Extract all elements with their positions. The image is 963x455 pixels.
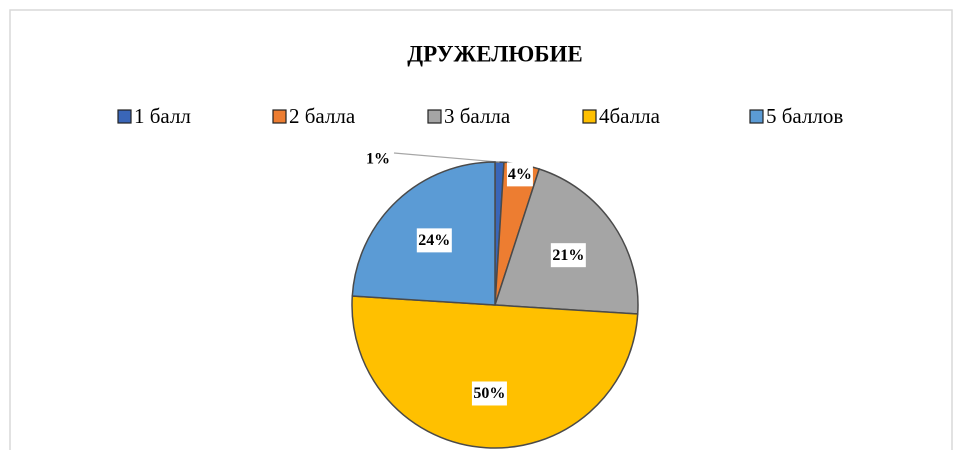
leader-line: [393, 152, 500, 163]
legend-swatch: [117, 109, 132, 124]
legend-label: 4балла: [599, 104, 661, 128]
legend-swatch: [749, 109, 764, 124]
legend-swatch: [582, 109, 597, 124]
data-label: 50%: [473, 385, 505, 402]
data-label-box: [471, 381, 507, 406]
legend-swatch: [427, 109, 442, 124]
legend-label: 3 балла: [444, 104, 511, 128]
data-label: 1%: [366, 151, 390, 168]
pie-slice: [493, 168, 639, 315]
data-label: 21%: [552, 247, 584, 264]
chart-title: ДРУЖЕЛЮБИЕ: [407, 41, 582, 66]
data-label-box: [506, 162, 533, 187]
data-label: 24%: [418, 232, 450, 249]
legend-label: 1 балл: [134, 104, 191, 128]
legend-label: 5 баллов: [766, 104, 843, 128]
data-label-box: [416, 228, 452, 253]
data-label-box: [550, 243, 586, 268]
legend-label: 2 балла: [289, 104, 356, 128]
pie-slice: [351, 295, 639, 449]
legend-swatch: [272, 109, 287, 124]
data-label: 4%: [508, 166, 532, 183]
chart-frame: [9, 9, 953, 450]
